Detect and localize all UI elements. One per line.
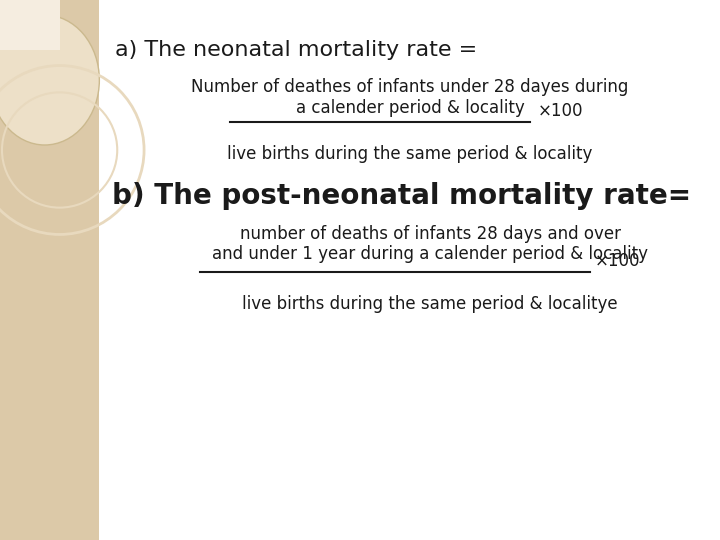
Text: and under 1 year during a calender period & locality: and under 1 year during a calender perio… [212,245,648,263]
Text: b) The post-neonatal mortality rate=: b) The post-neonatal mortality rate= [112,182,691,210]
Bar [0,0,99,540]
Text: live births during the same period & locality: live births during the same period & loc… [228,145,593,163]
Text: number of deaths of infants 28 days and over: number of deaths of infants 28 days and … [240,225,621,243]
Text: ×100: ×100 [595,252,641,270]
Text: ×100: ×100 [538,102,583,120]
Text: Number of deathes of infants under 28 dayes during: Number of deathes of infants under 28 da… [192,78,629,96]
Text: a calender period & locality: a calender period & locality [296,99,524,117]
Text: live births during the same period & localitye: live births during the same period & loc… [242,295,618,313]
Ellipse shape [0,15,99,145]
Text: a) The neonatal mortality rate =: a) The neonatal mortality rate = [115,40,477,60]
Bar [0,0,60,50]
